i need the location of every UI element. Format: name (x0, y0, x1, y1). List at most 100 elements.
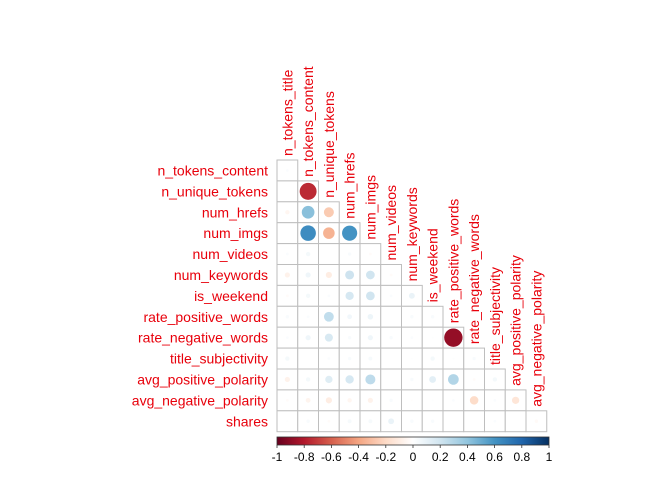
colorbar-tick-label: 1 (546, 450, 553, 464)
colorbar-tick-label: -0.4 (348, 450, 369, 464)
correlation-circle (285, 252, 289, 256)
correlation-circle (492, 377, 498, 382)
correlation-circle (389, 273, 393, 277)
colorbar-tick-label: 0.4 (459, 450, 476, 464)
correlation-circle (306, 315, 310, 319)
row-label: num_keywords (174, 267, 268, 283)
correlation-circle (285, 210, 290, 215)
correlation-circle (366, 270, 375, 280)
correlation-circle (285, 315, 290, 319)
correlation-circle (388, 418, 395, 425)
correlation-circle (389, 335, 393, 340)
correlation-circle (345, 270, 355, 280)
correlation-circle (284, 272, 290, 278)
correlation-circle (493, 419, 497, 423)
correlation-circle (389, 294, 393, 298)
correlation-circle (410, 357, 413, 360)
correlation-circle (327, 294, 331, 298)
correlation-circle (473, 420, 475, 422)
correlation-circle (327, 419, 331, 423)
correlation-circle (305, 377, 311, 382)
correlation-circle (472, 356, 476, 361)
correlation-circle (469, 396, 479, 405)
column-label: n_unique_tokens (321, 91, 337, 198)
correlation-circle (328, 253, 330, 255)
correlation-circle (306, 419, 310, 423)
correlation-circle (452, 357, 455, 360)
correlation-circle (345, 291, 354, 300)
correlation-circle (367, 313, 374, 320)
correlation-circle (410, 315, 414, 319)
correlation-circle (410, 377, 414, 382)
correlation-circle (285, 336, 289, 340)
correlation-circle (367, 397, 373, 403)
correlation-circle (301, 205, 315, 219)
correlation-circle (305, 251, 311, 257)
row-label: rate_positive_words (143, 309, 268, 325)
correlation-circle (448, 374, 459, 385)
correlation-circle (342, 225, 358, 241)
correlation-circle (323, 207, 334, 218)
correlation-circle (323, 311, 334, 322)
row-label: is_weekend (194, 288, 268, 304)
correlation-circle (286, 190, 288, 192)
correlation-circle (366, 291, 375, 301)
row-label: num_videos (193, 246, 269, 262)
colorbar-tick-label: -1 (272, 450, 283, 464)
correlation-circle (390, 357, 392, 360)
correlation-circle (493, 398, 497, 402)
row-label: num_imgs (203, 225, 268, 241)
correlation-circle (299, 182, 317, 200)
correlation-circle (534, 419, 539, 423)
correlation-circle (452, 420, 454, 422)
colorbar-tick-label: -0.2 (375, 450, 396, 464)
correlation-circle (347, 335, 352, 340)
correlation-circle (325, 397, 332, 404)
column-label: num_videos (383, 185, 399, 261)
correlation-circle (347, 314, 353, 320)
correlation-circle (430, 356, 435, 361)
row-label: num_hrefs (202, 204, 268, 220)
correlation-circle (305, 335, 311, 341)
row-label: rate_negative_words (138, 330, 268, 346)
row-label: n_tokens_content (157, 162, 268, 178)
colorbar-tick-label: -0.6 (321, 450, 342, 464)
column-label: avg_negative_polarity (528, 271, 544, 407)
correlation-circle (431, 399, 434, 402)
row-label: title_subjectivity (170, 351, 268, 367)
correlation-circle (389, 398, 393, 403)
correlation-circle (390, 316, 392, 318)
column-label: title_subjectivity (487, 267, 503, 365)
correlation-circle (451, 398, 455, 402)
correlation-circle (285, 169, 289, 172)
correlation-circle (327, 357, 331, 360)
correlation-circle (325, 375, 333, 384)
column-label: rate_positive_words (445, 199, 461, 324)
correlation-circle (408, 292, 415, 299)
column-labels: n_tokens_title n_tokens_content n_unique_t… (279, 66, 544, 407)
column-label: avg_positive_polarity (508, 255, 524, 386)
correlation-circle (305, 293, 311, 299)
colorbar-tick-label: 0.2 (432, 450, 449, 464)
row-label: avg_negative_polarity (132, 392, 268, 408)
correlation-circle (444, 328, 463, 347)
column-label: num_imgs (362, 175, 378, 240)
correlation-circle (347, 398, 352, 403)
correlation-circle (430, 315, 435, 319)
column-label: num_keywords (404, 187, 420, 281)
correlation-circle (300, 225, 316, 241)
column-label: num_hrefs (342, 153, 358, 219)
correlation-circle (285, 356, 290, 361)
correlation-circle (347, 419, 352, 424)
correlation-circle (285, 398, 289, 402)
correlation-circle (286, 232, 288, 234)
correlation-circle (390, 378, 392, 381)
correlation-circle (347, 356, 352, 361)
row-labels: n_tokens_content n_unique_tokens num_hrefs… (132, 162, 268, 429)
correlation-circle (286, 420, 289, 423)
correlation-circle (325, 271, 332, 279)
correlation-circle (365, 374, 376, 385)
correlation-circle (284, 376, 290, 383)
correlation-circle (511, 396, 520, 405)
